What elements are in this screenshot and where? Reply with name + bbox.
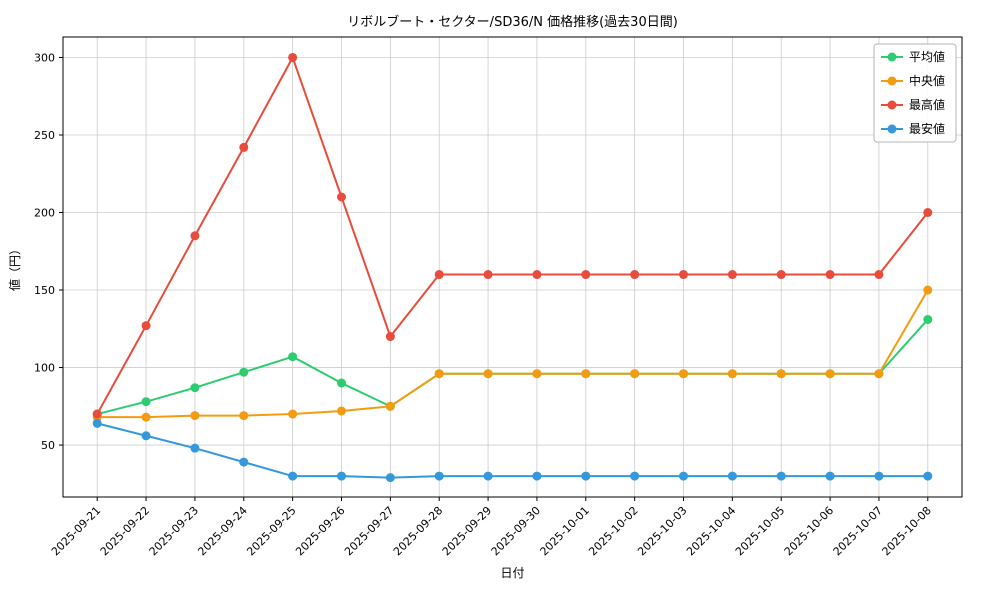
data-point-marker [434,471,444,481]
data-point-marker [532,369,542,379]
data-point-marker [190,231,200,241]
y-tick-label: 200 [34,207,55,220]
data-point-marker [630,471,640,481]
data-point-marker [532,270,542,280]
chart-title: リボルブート・セクター/SD36/N 価格推移(過去30日間) [347,14,678,30]
data-point-marker [288,471,298,481]
data-point-marker [630,369,640,379]
data-point-marker [239,411,249,421]
data-point-marker [679,369,689,379]
data-point-marker [825,471,835,481]
data-point-marker [630,270,640,280]
data-point-marker [483,471,493,481]
series-min-markers [92,418,933,483]
x-axis-label: 日付 [500,566,524,580]
data-point-marker [239,367,249,377]
data-point-marker [727,270,737,280]
y-tick-label: 250 [34,129,55,142]
data-point-marker [727,369,737,379]
y-tick-label: 50 [41,439,55,452]
data-point-marker [434,270,444,280]
legend-label: 中央値 [909,73,945,88]
legend-item-min: 最安値 [881,121,945,136]
data-point-marker [336,378,346,388]
data-point-marker [434,369,444,379]
data-point-marker [679,270,689,280]
data-point-marker [776,270,786,280]
data-point-marker [190,443,200,453]
data-point-marker [581,270,591,280]
data-point-marker [190,411,200,421]
data-point-marker [141,412,151,422]
legend-marker-sample [887,76,897,86]
data-point-marker [141,397,151,407]
data-point-marker [923,314,933,324]
data-point-marker [923,285,933,295]
axes-background [63,37,962,497]
data-point-marker [776,369,786,379]
legend-label: 最高値 [909,97,945,112]
data-point-marker [385,473,395,483]
legend-marker-sample [887,124,897,134]
data-point-marker [239,457,249,467]
legend-marker-sample [887,52,897,62]
data-point-marker [776,471,786,481]
plot-border [62,36,963,498]
data-point-marker [336,192,346,202]
y-tick-label: 100 [34,362,55,375]
data-point-marker [336,406,346,416]
data-point-marker [923,471,933,481]
data-point-marker [581,471,591,481]
y-tick-label: 150 [34,284,55,297]
data-point-marker [385,401,395,411]
legend-frame [873,43,957,143]
legend-label: 最安値 [909,121,945,136]
y-tick-label: 300 [34,51,55,64]
legend-label: 平均値 [909,49,945,64]
data-point-marker [923,208,933,218]
data-point-marker [92,409,102,419]
data-point-marker [727,471,737,481]
data-point-marker [288,52,298,62]
data-point-marker [141,321,151,331]
data-point-marker [825,270,835,280]
data-point-marker [141,431,151,441]
series-min-line [96,422,929,479]
data-point-marker [288,352,298,362]
data-point-marker [239,142,249,152]
data-point-marker [874,471,884,481]
data-point-marker [532,471,542,481]
series-median-line [96,289,929,419]
data-point-marker [336,471,346,481]
data-point-marker [385,332,395,342]
data-point-marker [190,383,200,393]
data-point-marker [581,369,591,379]
grid [63,37,962,497]
legend-item-max: 最高値 [881,97,945,112]
legend-marker-sample [887,100,897,110]
data-point-marker [288,409,298,419]
data-point-marker [483,270,493,280]
data-point-marker [874,369,884,379]
data-point-marker [483,369,493,379]
data-point-marker [874,270,884,280]
data-point-marker [679,471,689,481]
legend-item-average: 平均値 [881,49,945,64]
data-point-marker [92,418,102,428]
data-point-marker [825,369,835,379]
series-max-line [96,56,929,416]
legend-item-median: 中央値 [881,73,945,88]
y-axis-label: 値（円） [7,243,22,291]
series-max-markers [92,52,933,419]
